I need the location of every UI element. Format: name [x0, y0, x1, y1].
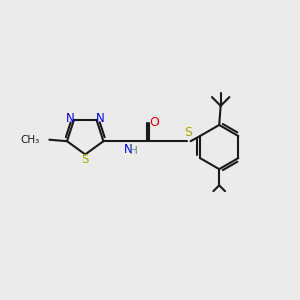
Text: N: N [96, 112, 104, 125]
Text: S: S [82, 153, 89, 166]
Text: N: N [66, 112, 75, 125]
Text: H: H [130, 146, 138, 157]
Text: N: N [124, 143, 132, 156]
Text: CH₃: CH₃ [21, 135, 40, 145]
Text: O: O [149, 116, 159, 129]
Text: S: S [184, 126, 192, 140]
